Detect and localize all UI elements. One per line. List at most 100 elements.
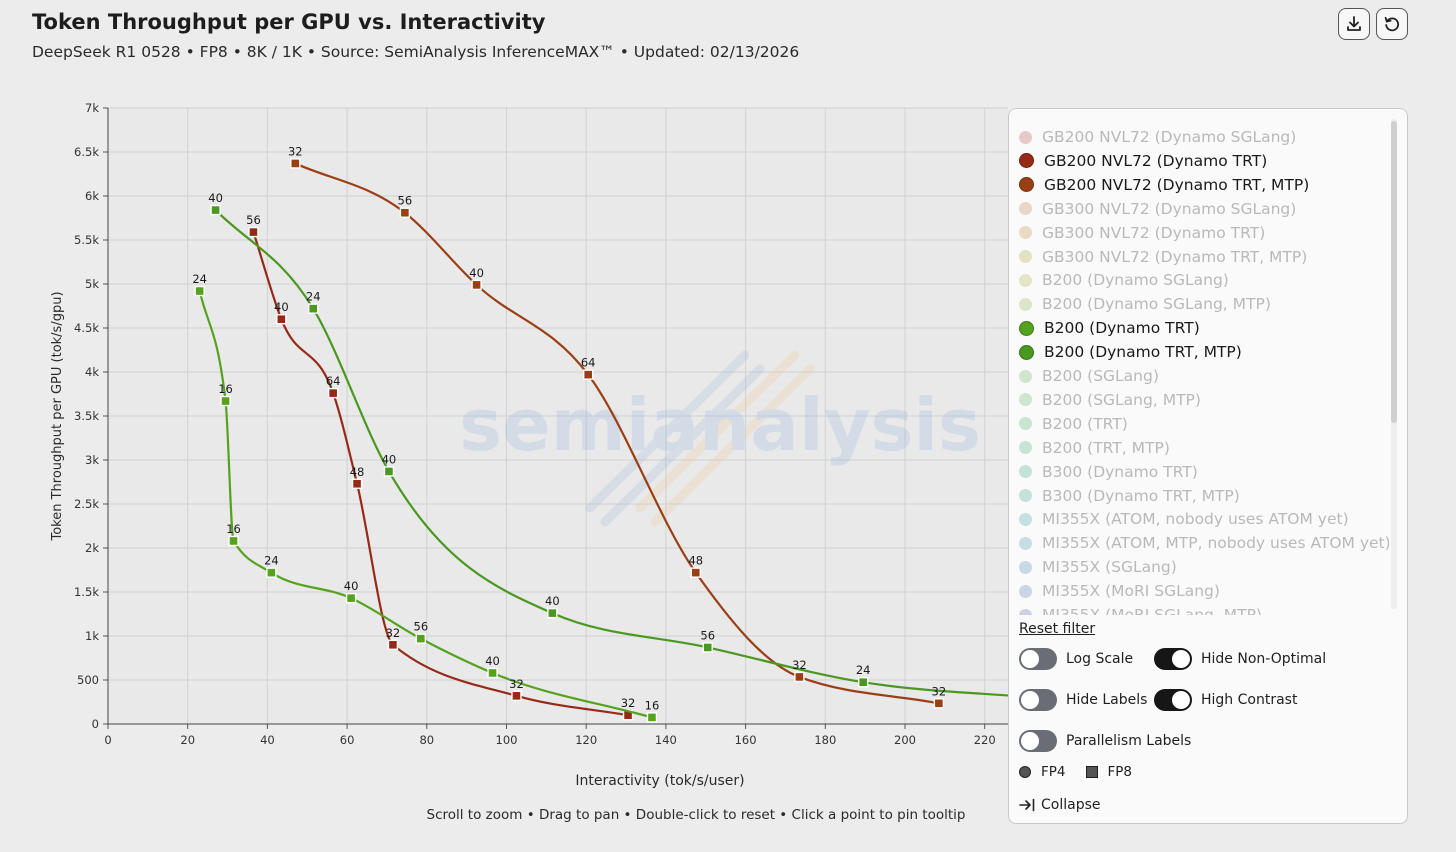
legend-item[interactable]: GB300 NVL72 (Dynamo TRT) [1019,222,1265,244]
precision-key: FP4 FP8 [1019,764,1132,780]
point-label: 40 [469,266,484,280]
point-label: 40 [208,191,223,205]
download-icon [1347,16,1361,31]
legend-item[interactable]: GB200 NVL72 (Dynamo TRT, MTP) [1019,174,1309,196]
legend-item[interactable]: B200 (Dynamo TRT, MTP) [1019,341,1242,363]
y-tick-label: 6.5k [74,145,99,159]
fp8-label: FP8 [1107,764,1133,780]
data-point[interactable] [290,158,301,169]
data-point[interactable] [266,567,277,578]
data-point[interactable] [690,567,701,578]
high-contrast-toggle[interactable] [1154,689,1192,711]
legend-item[interactable]: MI355X (ATOM, MTP, nobody uses ATOM yet) [1019,532,1389,554]
point-label: 56 [398,194,413,208]
y-tick-label: 1.5k [74,585,99,599]
legend-item-label: GB300 NVL72 (Dynamo TRT) [1042,223,1266,242]
legend-scrollbar-thumb[interactable] [1391,121,1397,423]
data-point[interactable] [646,712,658,723]
data-point[interactable] [220,395,231,407]
x-tick-label: 140 [655,733,677,747]
legend-item-label: B200 (Dynamo TRT, MTP) [1044,343,1242,362]
y-tick-label: 7k [85,101,99,115]
x-axis-label: Interactivity (tok/s/user) [575,773,744,789]
data-point[interactable] [857,677,869,688]
legend-item[interactable]: MI355X (MoRI SGLang, MTP) [1019,604,1262,615]
data-point[interactable] [345,592,357,604]
hide-labels-toggle[interactable] [1019,689,1057,711]
point-label: 40 [274,300,289,314]
data-point[interactable] [308,303,319,314]
x-tick-label: 20 [180,733,195,747]
legend-item-label: MI355X (SGLang) [1042,558,1177,577]
data-point[interactable] [383,466,395,477]
legend-color-swatch [1019,465,1032,479]
legend-item[interactable]: B200 (Dynamo SGLang, MTP) [1019,293,1271,315]
data-point[interactable] [547,607,558,619]
y-axis-label: Token Throughput per GPU (tok/s/gpu) [50,291,65,541]
y-tick-label: 3.5k [74,409,99,423]
data-point[interactable] [276,314,287,325]
legend-item[interactable]: B200 (TRT, MTP) [1019,437,1170,459]
legend-item[interactable]: B200 (TRT) [1019,413,1128,435]
download-button[interactable] [1338,8,1370,40]
data-point[interactable] [351,478,363,489]
legend-item[interactable]: MI355X (ATOM, nobody uses ATOM yet) [1019,508,1349,530]
legend-item-label: B200 (TRT) [1042,414,1128,433]
data-point[interactable] [194,285,205,297]
data-point[interactable] [415,633,427,644]
point-label: 16 [226,522,241,536]
data-point[interactable] [210,204,221,216]
legend-item[interactable]: GB200 NVL72 (Dynamo SGLang) [1019,126,1296,148]
legend-item[interactable]: MI355X (MoRI SGLang) [1019,580,1220,602]
y-tick-label: 3k [85,453,99,467]
legend-item-label: GB200 NVL72 (Dynamo TRT, MTP) [1044,175,1310,194]
point-label: 56 [414,620,429,634]
reset-zoom-button[interactable] [1376,8,1408,40]
data-point[interactable] [511,690,522,702]
data-point[interactable] [228,535,239,547]
legend-item-label: MI355X (MoRI SGLang) [1042,582,1220,601]
hide-non-optimal-toggle[interactable] [1154,648,1192,670]
hide-labels-row: Hide Labels [1019,689,1147,711]
interaction-hint: Scroll to zoom • Drag to pan • Double-cl… [426,807,966,823]
legend-item[interactable]: B200 (SGLang, MTP) [1019,389,1201,411]
legend-color-swatch [1019,177,1034,193]
y-tick-label: 4k [85,365,99,379]
legend-item[interactable]: B300 (Dynamo TRT) [1019,461,1198,483]
legend-item[interactable]: B200 (Dynamo TRT) [1019,317,1200,339]
legend-item[interactable]: GB200 NVL72 (Dynamo TRT) [1019,150,1267,172]
data-point[interactable] [327,387,339,399]
legend-item[interactable]: B300 (Dynamo TRT, MTP) [1019,485,1240,507]
x-tick-label: 220 [974,733,996,747]
data-point[interactable] [582,369,594,380]
legend-item[interactable]: MI355X (SGLang) [1019,556,1177,578]
point-label: 64 [326,374,341,388]
legend-list[interactable]: GB200 NVL72 (Dynamo SGLang) GB200 NVL72 (… [1009,117,1389,615]
parallelism-labels-toggle[interactable] [1019,730,1057,752]
legend-item-label: B200 (SGLang) [1042,367,1159,385]
log-scale-toggle[interactable] [1019,648,1057,670]
legend-color-swatch [1019,441,1032,455]
fp4-label: FP4 [1041,764,1066,780]
data-point[interactable] [399,207,411,218]
data-point[interactable] [702,642,713,653]
data-point[interactable] [471,279,482,291]
legend-item[interactable]: B200 (Dynamo SGLang) [1019,269,1229,291]
legend-item[interactable]: GB300 NVL72 (Dynamo TRT, MTP) [1019,246,1307,268]
x-tick-label: 80 [419,733,434,747]
legend-item-label: B300 (Dynamo TRT, MTP) [1042,486,1240,505]
y-tick-label: 6k [85,189,99,203]
data-point[interactable] [387,639,399,650]
data-point[interactable] [933,698,945,709]
legend-item[interactable]: B200 (SGLang) [1019,365,1159,387]
watermark: semianalysis [459,350,981,527]
reset-filter-link[interactable]: Reset filter [1019,621,1096,637]
collapse-button[interactable]: Collapse [1019,797,1101,813]
data-point[interactable] [487,667,498,679]
legend-item-label: MI355X (ATOM, nobody uses ATOM yet) [1042,510,1349,529]
legend-item-label: B200 (SGLang, MTP) [1042,390,1201,409]
legend-item[interactable]: GB300 NVL72 (Dynamo SGLang) [1019,198,1296,220]
data-point[interactable] [794,671,805,683]
data-point[interactable] [248,226,259,238]
